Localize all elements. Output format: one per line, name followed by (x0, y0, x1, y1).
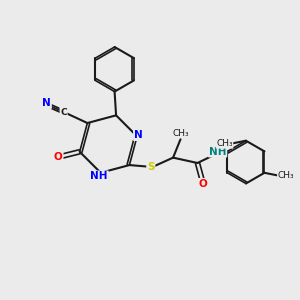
Text: N: N (134, 130, 143, 140)
Text: NH: NH (91, 171, 108, 181)
Text: N: N (42, 98, 51, 108)
Text: CH₃: CH₃ (216, 139, 233, 148)
Text: O: O (198, 179, 207, 189)
Text: CH₃: CH₃ (173, 129, 189, 138)
Text: O: O (54, 152, 63, 162)
Text: C: C (60, 107, 67, 116)
Text: CH₃: CH₃ (278, 171, 294, 180)
Text: S: S (147, 162, 154, 172)
Text: NH: NH (209, 147, 226, 157)
